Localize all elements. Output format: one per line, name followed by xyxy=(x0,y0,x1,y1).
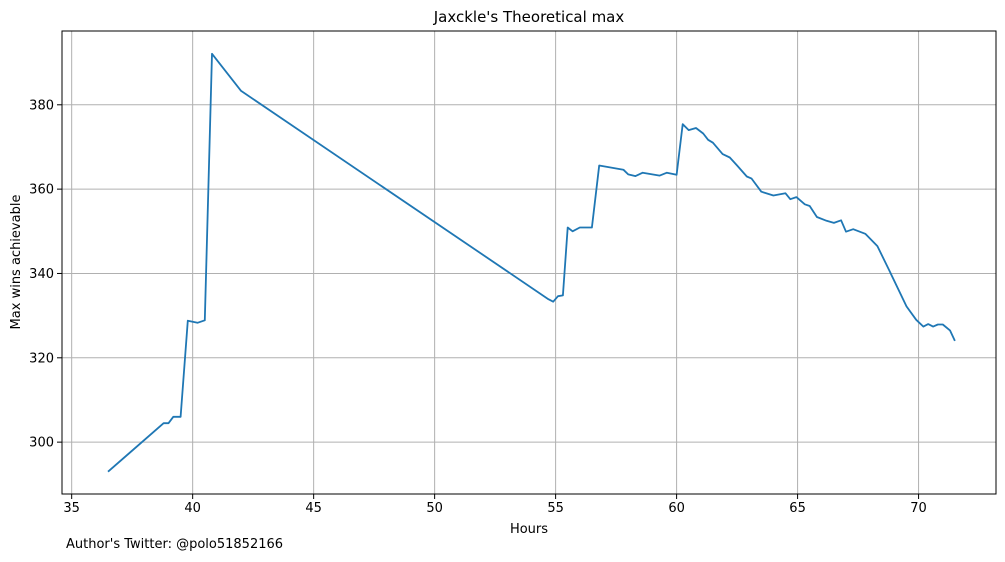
x-tick-label: 60 xyxy=(668,501,685,516)
y-tick-label: 380 xyxy=(29,98,54,113)
x-axis-label: Hours xyxy=(510,522,548,537)
x-tick-label: 40 xyxy=(184,501,201,516)
y-tick-label: 360 xyxy=(29,183,54,198)
x-tick-label: 35 xyxy=(63,501,80,516)
series-line xyxy=(107,52,956,473)
x-tick-label: 50 xyxy=(426,501,443,516)
author-twitter-note: Author's Twitter: @polo51852166 xyxy=(66,537,284,552)
axis-ticks: 35 40 45 50 55 60 65 70 300 320 340 360 380 xyxy=(29,98,927,516)
plot-area-frame xyxy=(61,30,997,495)
chart-title: Jaxckle's Theoretical max xyxy=(433,8,625,26)
y-axis-label: Max wins achievable xyxy=(9,195,24,330)
y-tick-label: 300 xyxy=(29,436,54,451)
x-tick-label: 65 xyxy=(789,501,806,516)
grid-lines xyxy=(62,31,996,494)
y-tick-label: 340 xyxy=(29,267,54,282)
x-tick-label: 70 xyxy=(910,501,927,516)
y-tick-label: 320 xyxy=(29,351,54,366)
x-tick-label: 55 xyxy=(547,501,564,516)
x-tick-label: 45 xyxy=(305,501,322,516)
